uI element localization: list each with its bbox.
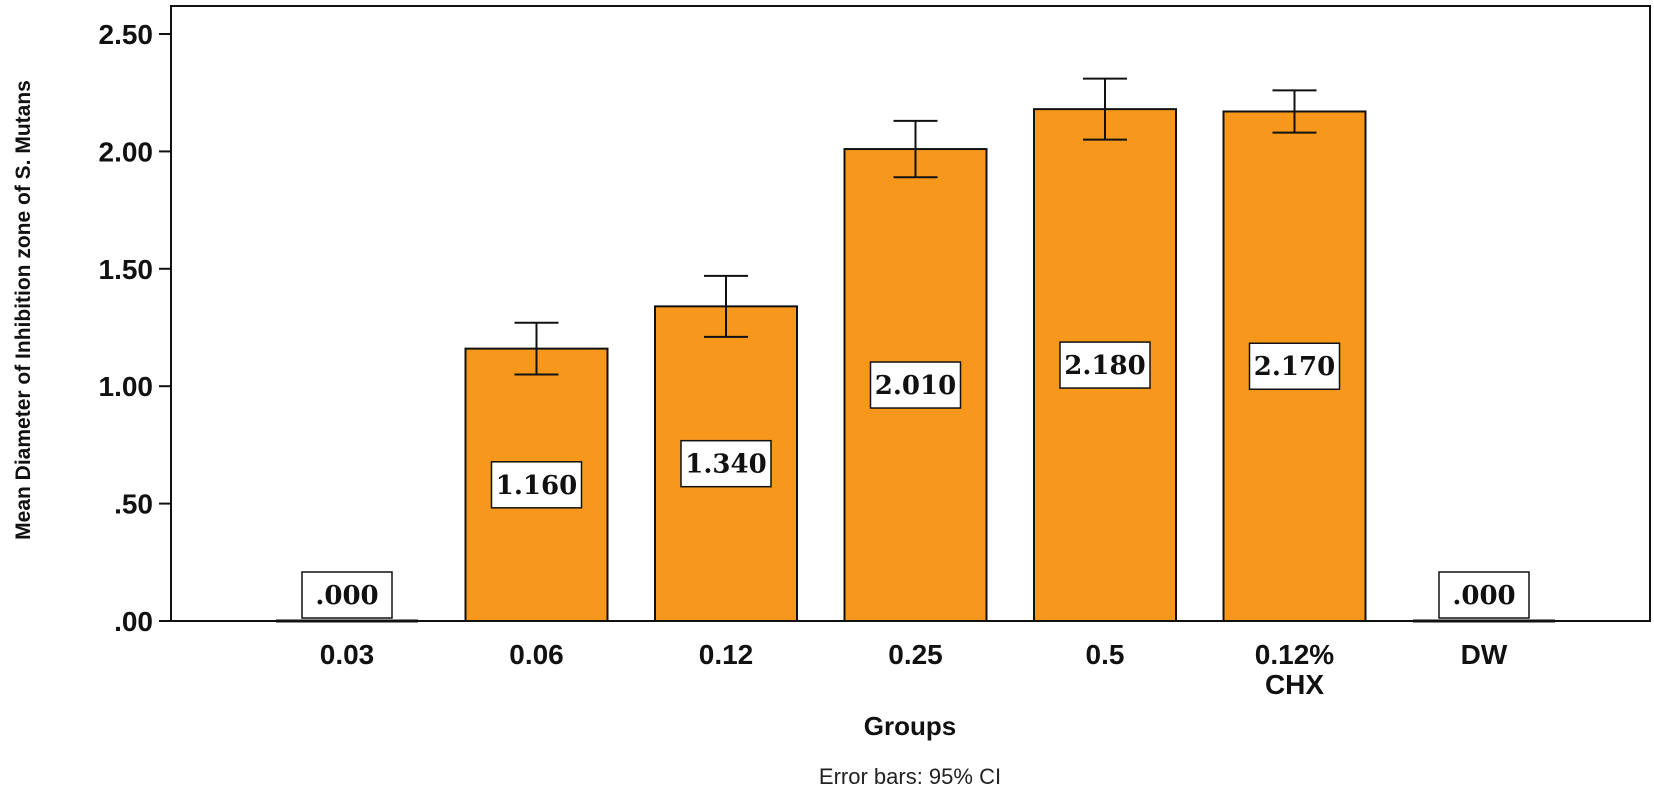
data-label: .000	[315, 581, 378, 611]
data-label-box	[1438, 571, 1530, 619]
data-label-box	[1248, 342, 1341, 390]
x-tick-label: 0.12	[699, 639, 754, 670]
error-bars-note: Error bars: 95% CI	[819, 764, 1001, 786]
data-label-box	[490, 461, 583, 509]
data-label: 1.160	[496, 471, 577, 501]
x-tick-label: 0.5	[1086, 639, 1125, 670]
data-label-box	[1059, 341, 1151, 389]
data-label: 2.010	[875, 371, 956, 401]
x-tick-label: 0.25	[888, 639, 943, 670]
data-label: 2.170	[1254, 352, 1335, 382]
data-label-box	[301, 571, 393, 619]
x-tick-label: DW	[1461, 639, 1508, 670]
x-axis-title: Groups	[864, 711, 956, 741]
data-label: .000	[1452, 581, 1515, 611]
y-tick-label: 2.00	[99, 136, 154, 167]
y-tick-label: 1.00	[99, 371, 154, 402]
data-label-box	[680, 439, 772, 488]
y-axis-title: Mean Diameter of Inhibition zone of S. M…	[12, 80, 35, 540]
data-label: 2.180	[1064, 351, 1145, 381]
x-tick-label: 0.12% CHX	[1255, 639, 1334, 700]
y-tick-label: .50	[114, 489, 153, 520]
y-tick-label: .00	[114, 606, 153, 637]
y-tick-label: 1.50	[99, 254, 154, 285]
y-tick-label: 2.50	[99, 19, 154, 50]
data-label: 1.340	[685, 450, 766, 480]
x-tick-label: 0.03	[320, 639, 375, 670]
x-tick-label: 0.06	[509, 639, 564, 670]
data-label-box	[869, 361, 962, 409]
